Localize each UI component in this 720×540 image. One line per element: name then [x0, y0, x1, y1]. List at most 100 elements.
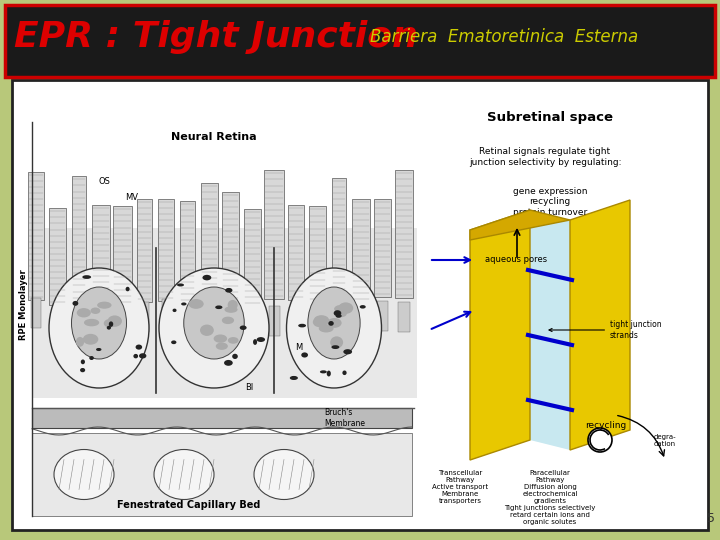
Text: aqueous pores: aqueous pores [485, 255, 547, 265]
Ellipse shape [184, 287, 244, 359]
Text: Barriera  Ematoretinica  Esterna: Barriera Ematoretinica Esterna [370, 28, 638, 46]
Ellipse shape [314, 315, 329, 326]
Polygon shape [470, 210, 530, 460]
Ellipse shape [200, 325, 214, 336]
Ellipse shape [109, 321, 113, 327]
Bar [140, 301, 149, 332]
Text: Neural Retina: Neural Retina [171, 132, 257, 142]
Ellipse shape [308, 287, 360, 359]
Ellipse shape [135, 345, 142, 349]
Ellipse shape [173, 308, 176, 312]
Ellipse shape [327, 370, 331, 376]
Polygon shape [570, 200, 630, 450]
Text: Fenestrated Capillary Bed: Fenestrated Capillary Bed [117, 500, 261, 510]
Ellipse shape [71, 287, 127, 359]
Ellipse shape [133, 354, 138, 359]
Bar [374, 199, 391, 298]
Bar [184, 297, 192, 327]
Bar [32, 408, 412, 428]
Bar [72, 176, 86, 301]
Ellipse shape [181, 302, 186, 306]
Ellipse shape [215, 306, 222, 309]
Ellipse shape [84, 319, 99, 326]
Text: M: M [295, 343, 302, 353]
Ellipse shape [97, 302, 112, 309]
Bar [288, 205, 304, 300]
Bar [158, 199, 174, 301]
Ellipse shape [77, 308, 91, 318]
Bar [113, 206, 132, 305]
Ellipse shape [83, 334, 99, 345]
Ellipse shape [253, 339, 257, 345]
Ellipse shape [327, 318, 341, 328]
Ellipse shape [96, 348, 102, 351]
Ellipse shape [49, 268, 149, 388]
Ellipse shape [107, 315, 122, 327]
Ellipse shape [228, 300, 238, 310]
Text: tight junction
strands: tight junction strands [549, 320, 662, 340]
Bar [398, 302, 410, 332]
Bar [75, 303, 84, 334]
Text: OS: OS [98, 178, 110, 186]
Text: Retinal signals regulate tight
junction selectivity by regulating:: Retinal signals regulate tight junction … [469, 147, 621, 167]
Ellipse shape [225, 288, 233, 293]
Ellipse shape [312, 317, 328, 327]
Ellipse shape [73, 301, 78, 306]
Ellipse shape [139, 353, 146, 359]
Ellipse shape [301, 353, 308, 357]
Ellipse shape [287, 268, 382, 388]
Ellipse shape [338, 302, 354, 314]
Bar [356, 303, 365, 334]
Text: 5: 5 [707, 512, 715, 525]
Text: Bruch's
Membrane: Bruch's Membrane [324, 408, 365, 428]
Bar [332, 178, 346, 305]
Bar [227, 299, 235, 329]
Bar [96, 304, 106, 334]
Ellipse shape [214, 334, 227, 343]
Text: EPR : Tight Junction: EPR : Tight Junction [14, 20, 418, 54]
Ellipse shape [319, 325, 333, 333]
Ellipse shape [159, 268, 269, 388]
Ellipse shape [343, 349, 352, 354]
Ellipse shape [256, 337, 265, 342]
Ellipse shape [54, 449, 114, 500]
Ellipse shape [76, 337, 84, 347]
Bar [180, 201, 195, 303]
Bar [264, 170, 284, 299]
Text: MV: MV [125, 193, 138, 202]
Ellipse shape [336, 309, 347, 317]
Ellipse shape [177, 284, 184, 286]
Ellipse shape [82, 275, 91, 279]
Ellipse shape [328, 321, 334, 326]
Text: Transcellular
Pathway
Active transport
Membrane
transporters: Transcellular Pathway Active transport M… [432, 470, 488, 504]
Text: Subretinal space: Subretinal space [487, 111, 613, 124]
Bar [334, 306, 343, 336]
Bar [12, 80, 708, 530]
Bar [53, 305, 62, 335]
Ellipse shape [360, 305, 366, 308]
Ellipse shape [331, 345, 339, 349]
Ellipse shape [81, 360, 85, 365]
Bar [222, 192, 239, 307]
Text: Bl: Bl [245, 383, 253, 393]
Bar [5, 5, 715, 77]
Ellipse shape [240, 326, 247, 330]
Ellipse shape [202, 275, 211, 280]
Ellipse shape [228, 337, 238, 344]
Bar [312, 301, 323, 331]
Bar [291, 306, 300, 336]
Bar [201, 184, 217, 305]
Polygon shape [470, 210, 570, 240]
Ellipse shape [104, 319, 116, 328]
Bar [32, 228, 417, 398]
Bar [137, 199, 152, 302]
Bar [49, 208, 66, 306]
Bar [204, 305, 215, 335]
Bar [31, 298, 41, 328]
Ellipse shape [232, 354, 238, 359]
Ellipse shape [171, 340, 176, 344]
Ellipse shape [125, 287, 130, 291]
Text: RPE Monolayer: RPE Monolayer [19, 269, 27, 340]
Bar [269, 306, 279, 336]
Bar [247, 300, 258, 330]
